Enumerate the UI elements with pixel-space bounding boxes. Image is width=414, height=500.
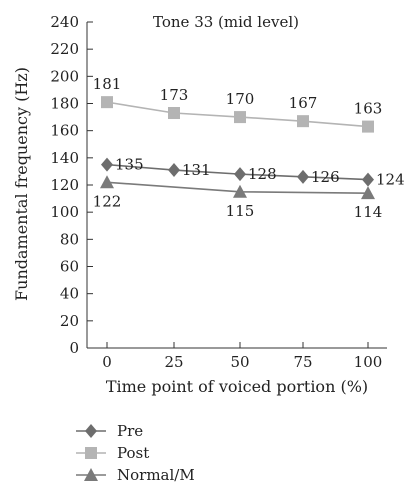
data-label: 181	[93, 75, 122, 93]
y-tick-label: 80	[60, 230, 79, 248]
data-point-marker	[101, 157, 113, 172]
data-point-marker	[362, 172, 374, 187]
data-label: 170	[226, 90, 255, 108]
data-label: 126	[311, 168, 340, 186]
legend-item: Post	[76, 444, 149, 462]
legend-marker	[85, 447, 97, 459]
data-point-marker	[234, 111, 246, 124]
x-axis-title: Time point of voiced portion (%)	[106, 377, 368, 396]
data-point-marker	[362, 120, 374, 133]
y-tick-label: 0	[69, 339, 79, 357]
series-normal-m	[100, 175, 375, 200]
series-pre	[101, 157, 374, 187]
y-tick-label: 240	[50, 13, 79, 31]
legend-marker	[85, 424, 97, 438]
data-label: 124	[376, 171, 405, 189]
data-point-marker	[101, 96, 113, 109]
y-tick-label: 220	[50, 40, 79, 58]
data-point-marker	[361, 186, 375, 200]
data-point-marker	[234, 167, 246, 182]
data-label: 173	[160, 86, 189, 104]
y-tick-label: 100	[50, 203, 79, 221]
y-tick-label: 120	[50, 176, 79, 194]
data-point-marker	[168, 107, 180, 120]
series-post	[101, 96, 374, 133]
y-axis-ticks: 0 20 40 60 80 100 120 140 160 180 200 220 240	[50, 13, 93, 357]
data-point-marker	[233, 184, 247, 198]
data-label: 131	[182, 161, 211, 179]
data-label: 115	[226, 202, 255, 220]
y-tick-label: 40	[60, 285, 79, 303]
legend-label: Pre	[117, 422, 143, 440]
x-tick-label: 50	[230, 353, 249, 371]
y-axis-title: Fundamental frequency (Hz)	[12, 67, 31, 301]
x-axis-ticks: 0 25 50 75 100	[102, 342, 382, 371]
data-label: 167	[289, 94, 318, 112]
data-label: 128	[248, 165, 277, 183]
data-label: 163	[354, 100, 383, 118]
series-layer	[100, 96, 375, 200]
data-label: 122	[93, 192, 122, 210]
chart-title: Tone 33 (mid level)	[153, 13, 299, 31]
y-tick-label: 180	[50, 95, 79, 113]
data-label: 135	[115, 156, 144, 174]
x-tick-label: 75	[293, 353, 312, 371]
y-tick-label: 160	[50, 122, 79, 140]
data-labels: 135 131 128 126 124 181 173 170 167 163 122 115 114	[93, 75, 405, 221]
x-tick-label: 100	[354, 353, 383, 371]
data-point-marker	[100, 175, 114, 189]
y-tick-label: 20	[60, 312, 79, 330]
y-tick-label: 60	[60, 258, 79, 276]
data-point-marker	[297, 115, 309, 128]
legend-label: Normal/M	[117, 466, 195, 484]
legend-item: Normal/M	[76, 466, 195, 484]
data-label: 114	[354, 203, 383, 221]
x-tick-label: 0	[102, 353, 112, 371]
legend-item: Pre	[76, 422, 143, 440]
legend: Pre Post Normal/M	[76, 422, 195, 484]
data-point-marker	[297, 169, 309, 184]
legend-marker	[84, 468, 98, 481]
x-tick-label: 25	[164, 353, 183, 371]
y-tick-label: 140	[50, 149, 79, 167]
data-point-marker	[168, 163, 180, 178]
y-tick-label: 200	[50, 67, 79, 85]
legend-label: Post	[117, 444, 149, 462]
